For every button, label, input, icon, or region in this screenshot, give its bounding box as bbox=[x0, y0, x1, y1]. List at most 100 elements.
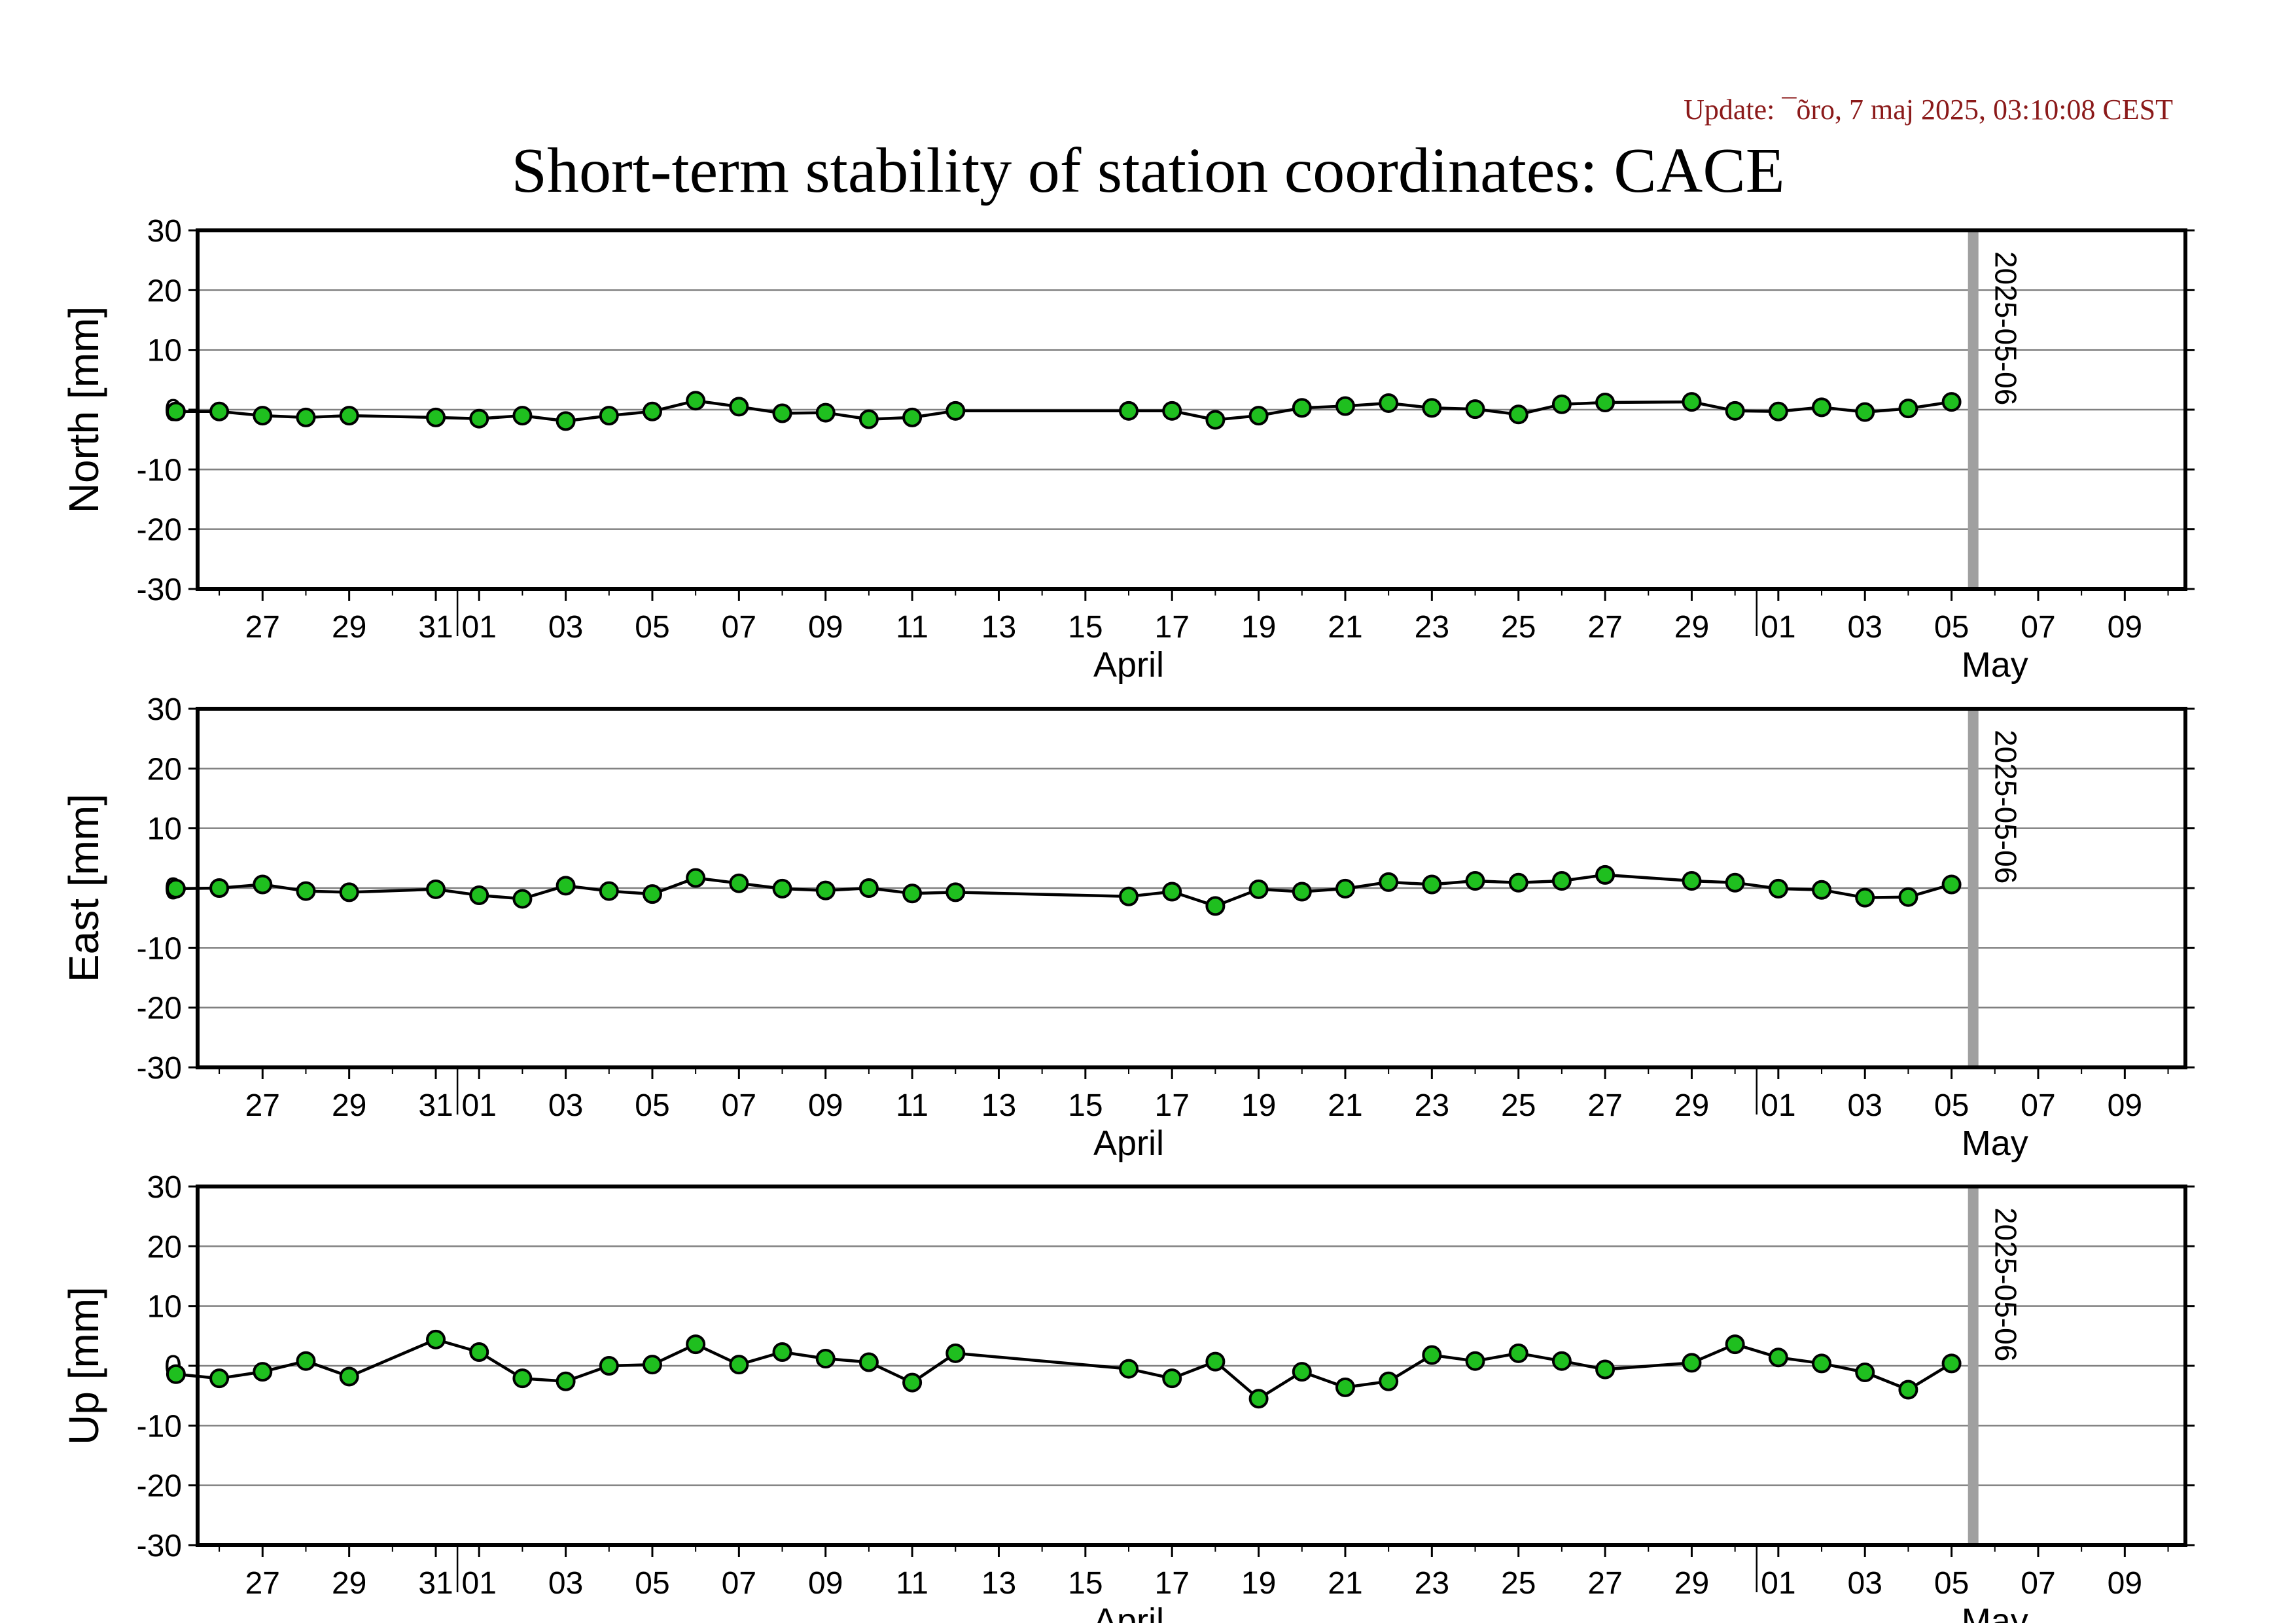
data-point bbox=[166, 878, 186, 899]
x-tick-label: 11 bbox=[896, 1566, 928, 1601]
data-point bbox=[1119, 1359, 1139, 1379]
x-tick-label: 05 bbox=[1934, 1088, 1969, 1123]
y-tick-label: -30 bbox=[137, 1529, 182, 1563]
data-point bbox=[945, 1343, 966, 1363]
y-tick-label: -30 bbox=[137, 573, 182, 607]
x-tick-label: 29 bbox=[1674, 1566, 1709, 1601]
x-tick-label: 07 bbox=[2021, 1088, 2055, 1123]
y-tick-label: -20 bbox=[137, 991, 182, 1026]
month-label: May bbox=[1962, 1601, 2028, 1623]
data-point bbox=[209, 878, 230, 898]
x-tick-label: 21 bbox=[1328, 1088, 1362, 1123]
data-point bbox=[729, 873, 749, 893]
data-point bbox=[1812, 880, 1832, 900]
x-tick-label: 07 bbox=[722, 1566, 756, 1601]
y-tick-label: 30 bbox=[147, 692, 182, 727]
data-point bbox=[1812, 1353, 1832, 1374]
data-point bbox=[1941, 392, 1962, 412]
data-point bbox=[1379, 1371, 1399, 1391]
data-point bbox=[729, 1355, 749, 1375]
data-point bbox=[1551, 394, 1572, 414]
data-point bbox=[686, 1334, 706, 1355]
x-tick-label: 31 bbox=[418, 1566, 453, 1601]
x-tick-label: 23 bbox=[1415, 1088, 1449, 1123]
x-tick-label: 05 bbox=[1934, 1566, 1969, 1601]
x-tick-label: 09 bbox=[808, 1088, 843, 1123]
data-point bbox=[556, 411, 576, 431]
chart-title: Short-term stability of station coordina… bbox=[511, 135, 1785, 206]
x-tick-label: 11 bbox=[896, 1088, 928, 1123]
y-tick-label: -20 bbox=[137, 1469, 182, 1504]
x-tick-label: 07 bbox=[722, 1088, 756, 1123]
x-tick-label: 23 bbox=[1415, 1566, 1449, 1601]
x-tick-label: 19 bbox=[1241, 1566, 1276, 1601]
month-label: April bbox=[1093, 1601, 1164, 1623]
y-tick-label: -10 bbox=[137, 931, 182, 966]
data-point bbox=[253, 874, 273, 895]
data-point bbox=[1898, 399, 1918, 419]
x-tick-label: 23 bbox=[1415, 610, 1449, 645]
x-tick-label: 05 bbox=[635, 1088, 669, 1123]
data-point bbox=[1335, 878, 1355, 899]
x-tick-label: 19 bbox=[1241, 610, 1276, 645]
x-tick-label: 15 bbox=[1068, 1566, 1103, 1601]
data-point bbox=[858, 878, 879, 898]
data-point bbox=[1205, 1351, 1226, 1372]
month-label: May bbox=[1962, 645, 2028, 685]
data-point bbox=[1292, 1362, 1312, 1382]
data-point bbox=[166, 401, 186, 421]
data-point bbox=[1855, 402, 1875, 422]
plot-frame bbox=[196, 228, 2187, 591]
data-point bbox=[339, 1366, 359, 1387]
data-point bbox=[1465, 871, 1485, 891]
data-point bbox=[858, 1352, 879, 1372]
data-point bbox=[642, 884, 662, 904]
data-point bbox=[1768, 1347, 1788, 1368]
data-point bbox=[1205, 410, 1226, 430]
x-tick-label: 07 bbox=[722, 610, 756, 645]
data-point bbox=[815, 1349, 836, 1369]
month-label: May bbox=[1962, 1124, 2028, 1163]
data-point bbox=[1508, 1343, 1528, 1363]
data-point bbox=[426, 1329, 446, 1349]
data-point bbox=[1812, 397, 1832, 418]
x-tick-label: 05 bbox=[635, 1566, 669, 1601]
data-point bbox=[209, 1368, 230, 1389]
data-point bbox=[772, 878, 792, 899]
data-point bbox=[1465, 1351, 1485, 1371]
data-point bbox=[1292, 882, 1312, 902]
data-point bbox=[1941, 874, 1962, 895]
data-point bbox=[469, 1342, 489, 1362]
x-tick-label: 03 bbox=[1848, 1088, 1882, 1123]
data-point bbox=[945, 401, 966, 421]
y-tick-label: 10 bbox=[147, 334, 182, 368]
data-point bbox=[1422, 398, 1442, 418]
x-tick-label: 15 bbox=[1068, 1088, 1103, 1123]
data-point bbox=[599, 881, 619, 901]
data-point bbox=[1162, 1368, 1182, 1389]
y-tick-label: 10 bbox=[147, 1290, 182, 1325]
month-label: April bbox=[1093, 1124, 1164, 1163]
date-marker-label: 2025-05-06 bbox=[1989, 1207, 2023, 1361]
data-point bbox=[339, 882, 359, 902]
x-tick-label: 03 bbox=[548, 1566, 583, 1601]
data-point bbox=[1335, 1377, 1355, 1397]
x-tick-label: 31 bbox=[418, 1088, 453, 1123]
plot-frame bbox=[196, 707, 2187, 1069]
data-point bbox=[1682, 1353, 1702, 1373]
x-tick-label: 17 bbox=[1155, 1088, 1190, 1123]
data-point bbox=[858, 409, 879, 429]
y-axis-label: Up [mm] bbox=[60, 1287, 107, 1445]
month-label: April bbox=[1093, 645, 1164, 685]
y-axis-label: North [mm] bbox=[60, 306, 107, 513]
data-point bbox=[469, 408, 489, 429]
x-tick-label: 09 bbox=[2108, 1088, 2142, 1123]
x-tick-label: 01 bbox=[462, 610, 497, 645]
data-point bbox=[945, 882, 966, 902]
x-tick-label: 13 bbox=[981, 1088, 1016, 1123]
data-point bbox=[296, 407, 316, 427]
y-tick-label: 30 bbox=[147, 214, 182, 249]
